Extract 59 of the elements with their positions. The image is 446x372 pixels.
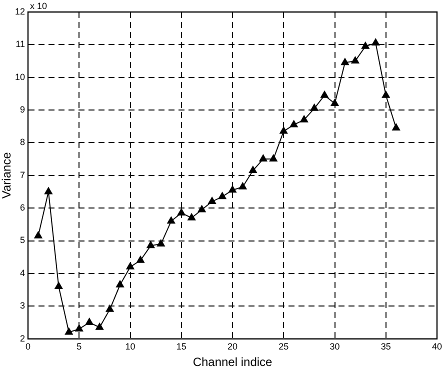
- x-tick-label: 40: [432, 342, 442, 352]
- point: [156, 240, 165, 247]
- point: [34, 231, 42, 238]
- x-tick-label: 20: [227, 342, 238, 352]
- point: [259, 154, 268, 162]
- point: [361, 42, 370, 49]
- point: [330, 99, 339, 106]
- x-tick-label: 30: [330, 342, 340, 352]
- point: [310, 104, 318, 111]
- point: [167, 216, 176, 224]
- point: [269, 154, 278, 162]
- x-tick-label: 5: [76, 342, 82, 352]
- point: [188, 213, 196, 220]
- point: [392, 124, 400, 131]
- y-tick-label: 9: [20, 104, 25, 115]
- point: [218, 192, 226, 200]
- point: [106, 304, 114, 312]
- point: [54, 282, 63, 290]
- x-tick-label: 25: [278, 342, 289, 352]
- point: [208, 197, 216, 204]
- point: [372, 38, 380, 46]
- point: [351, 56, 360, 64]
- point: [280, 126, 288, 134]
- y-tick-label: 11: [16, 39, 25, 50]
- y-tick-label: 10: [14, 72, 25, 82]
- y-tick-label: 3: [20, 300, 25, 311]
- point: [320, 90, 328, 98]
- x-axis-title: Channel indice: [192, 355, 273, 370]
- point: [238, 182, 247, 190]
- point: [64, 328, 73, 335]
- point: [382, 90, 390, 98]
- y-tick-label: 4: [20, 268, 25, 278]
- point: [136, 256, 144, 263]
- point: [75, 324, 84, 332]
- point: [96, 322, 104, 330]
- text: x 10: [30, 0, 48, 11]
- y-tick-label: 6: [20, 202, 25, 213]
- y-tick-label: 2: [20, 333, 25, 344]
- point: [177, 208, 186, 216]
- point: [248, 166, 257, 173]
- point: [290, 120, 298, 128]
- point: [85, 318, 94, 325]
- point: [198, 205, 206, 212]
- point: [228, 186, 236, 193]
- y-tick-label: 12: [14, 6, 25, 16]
- point: [126, 262, 134, 270]
- x-tick-label: 15: [176, 342, 186, 352]
- y-tick-label: 7: [20, 170, 25, 180]
- point: [341, 58, 349, 66]
- x-tick-label: 10: [125, 342, 136, 352]
- x-tick-label: 0: [25, 342, 31, 352]
- y-tick-label: 5: [20, 235, 25, 246]
- x-tick-label: 35: [380, 342, 391, 352]
- y-tick-label: 8: [20, 137, 25, 148]
- point: [146, 241, 155, 248]
- point: [44, 187, 52, 194]
- point: [116, 280, 124, 288]
- y-axis-title: Variance: [0, 152, 14, 199]
- point: [300, 115, 308, 122]
